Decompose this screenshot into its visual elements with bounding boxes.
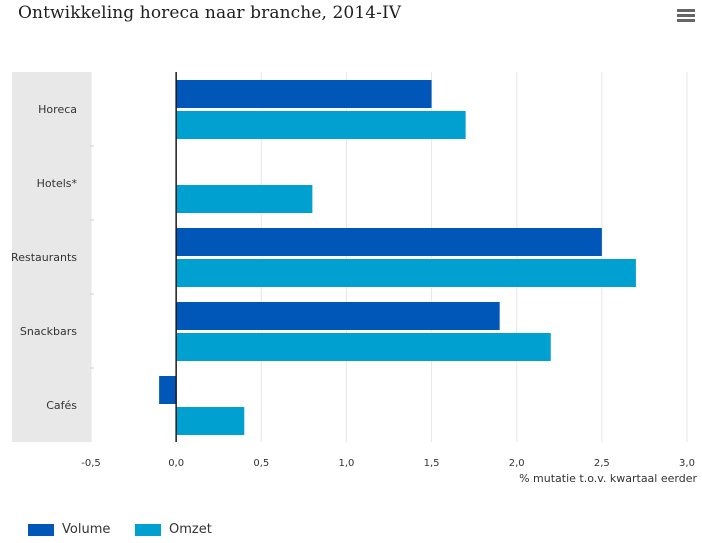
legend-swatch-volume — [28, 524, 54, 536]
x-tick-label: -0,5 — [81, 458, 101, 469]
bar-volume — [176, 228, 602, 256]
category-label: Snackbars — [20, 325, 77, 338]
legend-label-volume: Volume — [62, 522, 111, 537]
bar-omzet — [176, 185, 313, 213]
hamburger-menu-icon[interactable] — [677, 9, 695, 23]
category-band — [12, 72, 91, 442]
category-label: Restaurants — [11, 251, 77, 264]
x-tick-label: 0,0 — [168, 458, 184, 469]
bar-volume — [176, 302, 500, 330]
legend: Volume Omzet — [0, 521, 702, 541]
legend-swatch-omzet — [135, 524, 161, 536]
x-tick-label: 1,5 — [424, 458, 440, 469]
chart-title: Ontwikkeling horeca naar branche, 2014-I… — [18, 3, 402, 23]
x-tick-label: 2,5 — [594, 458, 610, 469]
category-label: Hotels* — [37, 177, 78, 190]
bar-omzet — [176, 259, 636, 287]
bar-omzet — [176, 111, 466, 139]
x-tick-label: 2,0 — [509, 458, 525, 469]
category-label: Horeca — [38, 103, 77, 116]
x-tick-label: 0,5 — [253, 458, 269, 469]
legend-label-omzet: Omzet — [169, 522, 212, 537]
x-tick-label: 1,0 — [338, 458, 354, 469]
x-axis-label: % mutatie t.o.v. kwartaal eerder — [519, 472, 697, 485]
bar-volume — [159, 376, 177, 404]
bar-chart: Horeca Hotels* Restaurants Snackbars Cafés -0… — [11, 72, 697, 485]
bar-omzet — [176, 333, 551, 361]
category-label: Cafés — [46, 399, 77, 412]
bar-omzet — [176, 407, 245, 435]
bar-volume — [176, 80, 432, 108]
x-tick-label: 3,0 — [679, 458, 695, 469]
